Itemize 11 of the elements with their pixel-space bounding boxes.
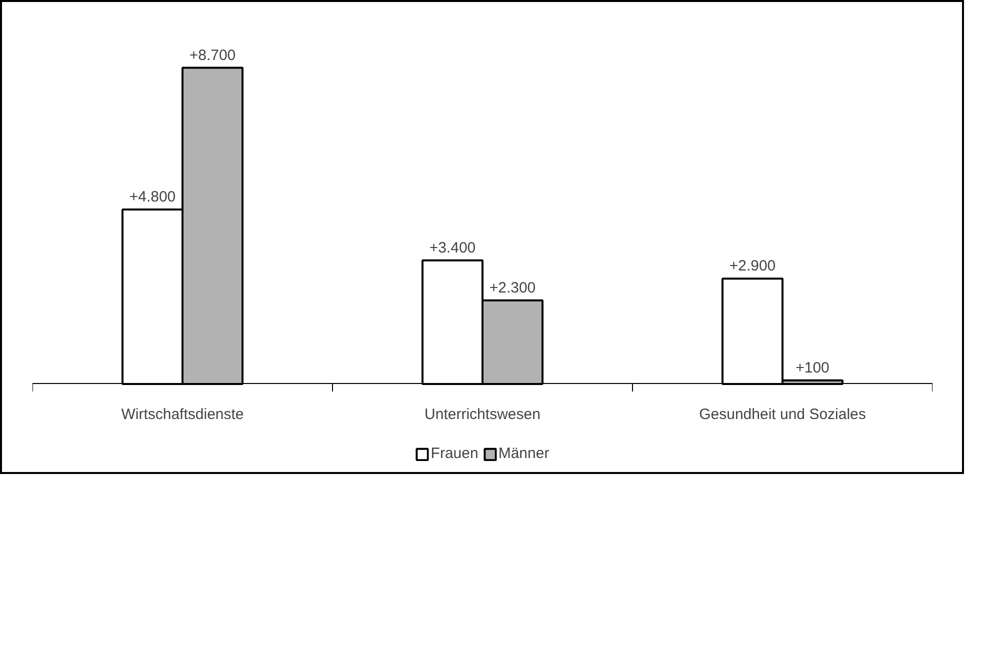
data-label: +100 <box>796 359 830 376</box>
data-label: +2.300 <box>489 279 536 296</box>
x-tick-label: Gesundheit und Soziales <box>699 406 866 423</box>
x-tick-label: Unterrichtswesen <box>424 406 540 423</box>
legend-label: Frauen <box>430 445 478 462</box>
data-label: +3.400 <box>429 239 476 256</box>
x-tick-label: Wirtschaftsdienste <box>121 406 244 423</box>
data-label: +4.800 <box>129 188 176 206</box>
data-label: +2.900 <box>729 258 776 275</box>
legend-label: Männer <box>498 445 550 462</box>
data-label: +8.700 <box>189 46 236 64</box>
